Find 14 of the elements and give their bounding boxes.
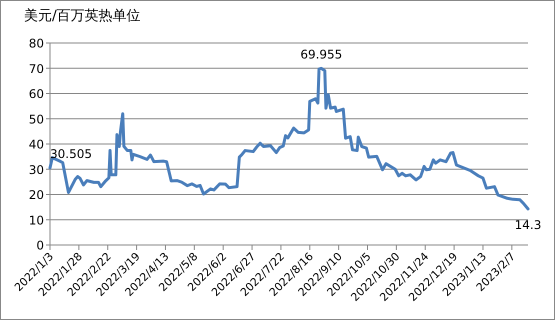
chart-title: 美元/百万英热单位 — [24, 8, 141, 24]
y-tick-label: 70 — [28, 62, 44, 76]
annotation: 69.955 — [300, 47, 342, 62]
annotation: 30.505 — [50, 146, 92, 161]
line-series — [48, 66, 530, 210]
y-tick-label: 0 — [36, 238, 44, 252]
y-tick-label: 60 — [28, 87, 44, 101]
y-tick-label: 20 — [28, 188, 44, 202]
y-tick-label: 50 — [28, 112, 44, 126]
y-tick-label: 40 — [28, 138, 44, 152]
y-tick-label: 80 — [28, 36, 44, 50]
annotation: 14.3 — [514, 218, 542, 232]
y-tick-label: 10 — [28, 213, 44, 228]
y-tick-label: 30 — [28, 162, 44, 177]
